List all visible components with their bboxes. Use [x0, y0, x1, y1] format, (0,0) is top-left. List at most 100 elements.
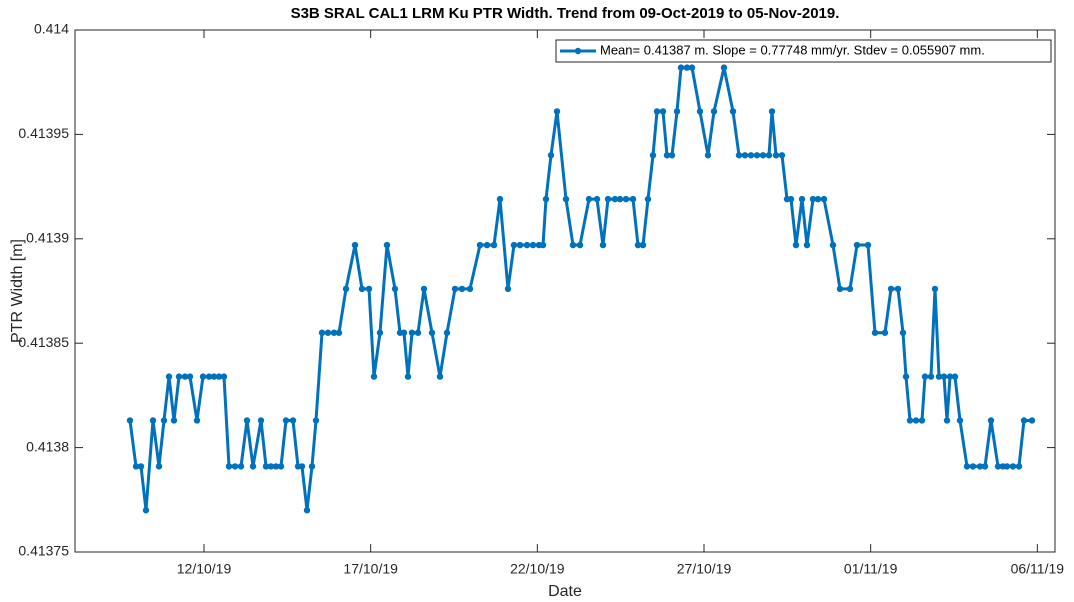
data-point: [358, 285, 366, 293]
data-point: [199, 373, 207, 380]
data-point: [663, 152, 671, 159]
data-point: [282, 417, 290, 424]
data-point: [969, 463, 977, 470]
x-tick-label: 17/10/19: [343, 561, 398, 577]
data-point: [951, 373, 959, 380]
data-point: [553, 108, 561, 115]
data-point: [404, 373, 412, 380]
data-point: [673, 108, 681, 115]
data-point: [277, 463, 285, 470]
data-point: [193, 417, 201, 424]
data-point: [335, 329, 343, 336]
data-point: [510, 241, 518, 249]
data-point: [149, 417, 157, 424]
data-point: [205, 373, 213, 380]
data-point: [466, 285, 474, 293]
data-point: [547, 152, 555, 159]
data-point: [529, 241, 537, 249]
data-point: [225, 463, 233, 470]
data-point: [215, 373, 223, 380]
data-point: [376, 329, 384, 336]
y-axis-label: PTR Width [m]: [9, 239, 26, 343]
data-point: [400, 329, 408, 336]
data-point: [562, 195, 570, 203]
data-point: [599, 241, 607, 249]
data-point: [809, 195, 817, 203]
data-point: [778, 152, 786, 159]
data-point: [428, 329, 436, 336]
data-point: [894, 285, 902, 293]
data-point: [1015, 463, 1023, 470]
data-point: [324, 329, 332, 336]
legend: Mean= 0.41387 m. Slope = 0.77748 mm/yr. …: [555, 39, 1052, 63]
data-point: [853, 241, 861, 249]
data-point: [899, 329, 907, 336]
data-point: [820, 195, 828, 203]
data-point: [803, 241, 811, 249]
data-point: [668, 152, 676, 159]
data-point: [735, 152, 743, 159]
data-point: [1020, 417, 1028, 424]
data-point: [383, 241, 391, 249]
y-tick-label: 0.414: [34, 21, 69, 37]
data-point: [729, 108, 737, 115]
data-point: [249, 463, 257, 470]
data-point: [267, 463, 275, 470]
data-point: [155, 463, 163, 470]
data-point: [170, 417, 178, 424]
y-tick-label: 0.4139: [26, 230, 69, 246]
data-point: [644, 195, 652, 203]
data-point: [165, 373, 173, 380]
data-point: [747, 152, 755, 159]
data-point: [1028, 417, 1036, 424]
legend-label: Mean= 0.41387 m. Slope = 0.77748 mm/yr. …: [600, 42, 985, 57]
data-point: [846, 285, 854, 293]
data-point: [330, 329, 338, 336]
data-point: [622, 195, 630, 203]
data-point: [604, 195, 612, 203]
data-point: [458, 285, 466, 293]
data-point: [318, 329, 326, 336]
data-point: [906, 417, 914, 424]
y-tick-label: 0.41385: [18, 334, 69, 350]
data-point: [649, 152, 657, 159]
data-point: [175, 373, 183, 380]
data-point: [308, 463, 316, 470]
data-point: [523, 241, 531, 249]
data-point: [312, 417, 320, 424]
data-point: [741, 152, 749, 159]
data-point: [940, 373, 948, 380]
y-tick-label: 0.4138: [26, 438, 69, 454]
data-point: [871, 329, 879, 336]
data-point: [935, 373, 943, 380]
data-point: [391, 285, 399, 293]
data-point: [576, 241, 584, 249]
data-point: [887, 285, 895, 293]
data-point: [765, 152, 773, 159]
data-point: [696, 108, 704, 115]
data-point: [902, 373, 910, 380]
legend-marker: [574, 47, 582, 55]
data-point: [257, 417, 265, 424]
data-point: [231, 463, 239, 470]
data-point: [126, 417, 134, 424]
data-point: [476, 241, 484, 249]
data-point: [772, 152, 780, 159]
chart-title: S3B SRAL CAL1 LRM Ku PTR Width. Trend fr…: [291, 5, 840, 22]
data-point: [753, 152, 761, 159]
data-point: [921, 373, 929, 380]
plot-area: [74, 29, 1056, 553]
data-point: [704, 152, 712, 159]
data-point: [720, 64, 728, 71]
data-point: [792, 241, 800, 249]
data-point: [443, 329, 451, 336]
data-point: [616, 195, 624, 203]
x-tick-label: 06/11/19: [1011, 561, 1065, 577]
data-point: [987, 417, 995, 424]
data-point: [342, 285, 350, 293]
data-point: [420, 285, 428, 293]
data-point: [593, 195, 601, 203]
data-point: [683, 64, 691, 71]
data-point: [798, 195, 806, 203]
data-point: [243, 417, 251, 424]
